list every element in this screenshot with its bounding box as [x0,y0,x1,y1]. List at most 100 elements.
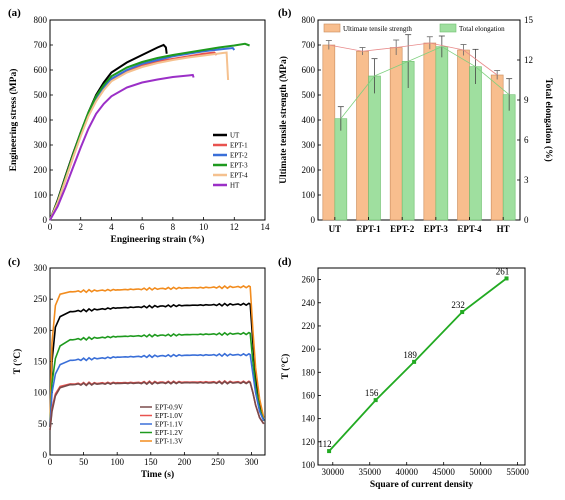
data-label: 261 [496,266,510,276]
x-axis-label: Time (s) [141,469,174,480]
legend-label: EPT-1 [230,142,248,150]
y-tick-label: 200 [302,165,316,175]
x-tick-label: 40000 [395,467,418,477]
panel-label: (a) [8,7,21,19]
legend-label: EPT-1.3V [155,438,183,446]
category-label: EPT-4 [457,224,482,234]
y2-tick-label: 0 [524,215,529,225]
y-tick-label: 100 [34,388,48,398]
data-label: 232 [451,300,465,310]
legend-label: EPT-0.9V [155,404,183,412]
x-tick-label: 100 [110,457,124,467]
y-tick-label: 250 [34,294,48,304]
legend-label: EPT-1.1V [155,421,183,429]
panel-d-temperature-current: 100 120 140 160 180 200 220 240 260 30000 35000 400… [278,256,529,490]
data-point [460,310,465,315]
y-axis-label: T (°C) [280,354,291,380]
x-tick-label: 300 [245,457,259,467]
y-axis-label: T (°C) [12,349,23,375]
legend-label: HT [230,182,240,190]
y-tick-label: 300 [34,140,48,150]
x-tick-label: 4 [109,222,114,232]
panel-label: (d) [278,256,292,268]
bar-elongation [502,94,516,221]
panel-c-temperature-time: 0 50 100 150 200 250 300 0 50 100 150 200 250 300 Time… [8,256,266,480]
y-tick-label: 200 [34,325,48,335]
y-tick-label: 140 [302,414,316,424]
y2-tick-label: 12 [524,55,533,65]
y-tick-label: 300 [302,140,316,150]
y-axis-label: Ultimate tensile strength (MPa) [278,56,289,184]
bar-uts [322,44,336,221]
y-tick-label: 260 [302,275,316,285]
x-axis-label: Square of current density [370,480,474,490]
x-tick-label: 6 [140,222,145,232]
curve-ept-0.9v [49,380,265,431]
x-tick-label: 35000 [359,467,382,477]
y-tick-label: 0 [43,215,48,225]
y-tick-label: 700 [34,40,48,50]
y-tick-label: 200 [302,344,316,354]
curve-ept-4 [49,51,230,221]
bar-elongation [368,75,381,221]
x-tick-label: 55000 [506,467,529,477]
y2-tick-label: 6 [524,135,529,145]
x-tick-label: 10 [199,222,209,232]
x-tick-label: 2 [78,222,83,232]
y-tick-label: 800 [302,15,316,25]
legend-swatch-elongation [439,23,457,33]
bar-elongation [435,46,449,221]
y-tick-label: 600 [34,65,48,75]
bar-elongation [469,66,482,221]
x-axis-label: Engineering strain (%) [111,234,205,245]
y-tick-label: 400 [302,115,316,125]
curve-ept-1.1v [49,352,265,427]
y-tick-label: 240 [302,298,316,308]
data-label: 156 [365,388,379,398]
category-label: EPT-2 [390,224,415,234]
y-tick-label: 150 [34,357,48,367]
legend-label: EPT-4 [230,172,248,180]
bar-uts [389,47,403,221]
data-label: 189 [403,350,417,360]
x-tick-label: 50 [79,457,89,467]
x-tick-label: 12 [230,222,239,232]
y2-axis-label: Total elongation (%) [543,78,554,162]
y-tick-label: 500 [302,90,316,100]
curve-ht [49,73,195,221]
data-point [504,276,509,281]
category-label: EPT-1 [356,224,381,234]
y-tick-label: 100 [34,190,48,200]
x-tick-label: 14 [261,222,271,232]
curve-unlabeled [49,302,265,427]
y-tick-label: 700 [302,40,316,50]
bar-uts [356,50,369,221]
curve-ept-1.2v [49,331,265,427]
plot-frame [49,19,266,221]
y2-tick-label: 9 [524,95,529,105]
y-tick-label: 0 [43,450,48,460]
legend-label: EPT-3 [230,162,248,170]
panel-label: (c) [8,256,21,268]
y-tick-label: 180 [302,367,316,377]
category-label: UT [329,224,342,234]
bar-uts [423,42,437,221]
legend-swatch-uts [323,23,341,33]
curve-ept-1 [49,51,218,221]
y-axis-label: Engineering stress (MPa) [8,69,19,172]
legend-label: EPT-1.2V [155,429,183,437]
curve-ept-2 [49,46,236,221]
y-tick-label: 120 [302,437,316,447]
y-tick-label: 200 [34,165,48,175]
x-tick-label: 150 [144,457,158,467]
plot-frame [317,267,526,466]
y-tick-label: 100 [302,190,316,200]
y2-tick-label: 15 [524,15,534,25]
panel-b-strength-elongation: 0 100 200 300 400 500 600 700 800 Ultimate tensil… [278,7,554,234]
curve-ept-3 [49,42,250,221]
temperature-line [328,277,508,452]
legend-label: EPT-1.0V [155,412,183,420]
legend-label: EPT-2 [230,152,248,160]
data-point [373,398,378,403]
